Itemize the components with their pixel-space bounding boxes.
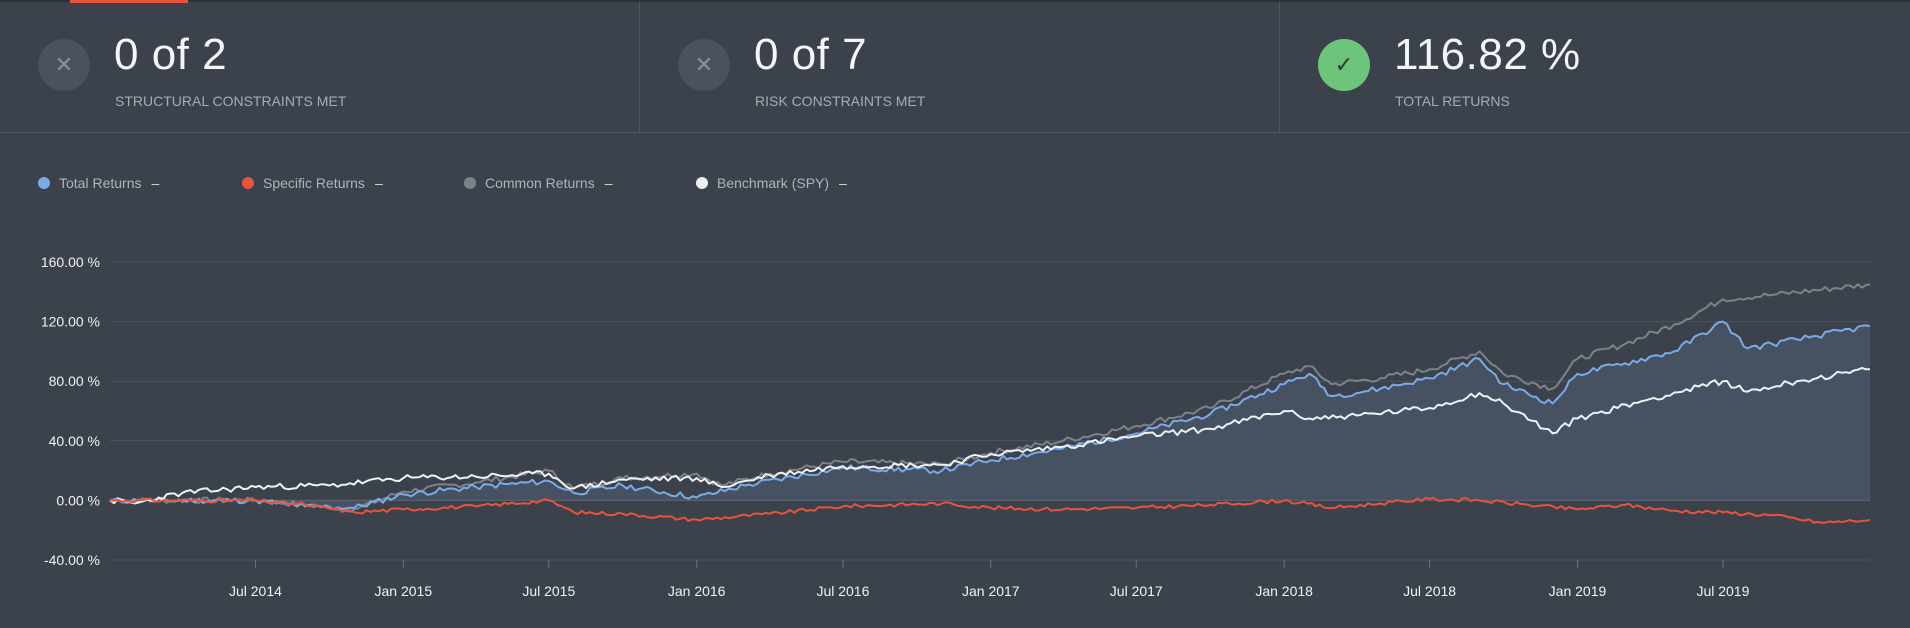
risk-constraints-label: RISK CONSTRAINTS MET xyxy=(755,93,926,109)
legend-value: – xyxy=(839,175,847,191)
legend-item-common-returns[interactable]: Common Returns – xyxy=(464,175,696,191)
y-tick-label: 40.00 % xyxy=(49,433,100,449)
y-tick-label: 120.00 % xyxy=(41,314,100,330)
total-returns-label: TOTAL RETURNS xyxy=(1395,93,1510,109)
y-tick-label: -40.00 % xyxy=(44,552,100,568)
legend-label: Common Returns xyxy=(485,175,595,191)
series-line-common-returns xyxy=(109,283,1871,513)
legend-value: – xyxy=(151,175,160,191)
legend-item-benchmark[interactable]: Benchmark (SPY) – xyxy=(696,175,847,191)
x-icon: ✕ xyxy=(38,39,90,91)
legend-label: Benchmark (SPY) xyxy=(717,175,830,191)
structural-constraints-value: 0 of 2 xyxy=(114,30,228,79)
x-tick-label: Jan 2015 xyxy=(375,583,433,599)
legend-item-specific-returns[interactable]: Specific Returns – xyxy=(242,175,464,191)
x-icon: ✕ xyxy=(678,39,730,91)
legend-value: – xyxy=(604,175,613,191)
structural-constraints-label: STRUCTURAL CONSTRAINTS MET xyxy=(115,93,347,109)
x-tick-label: Jul 2017 xyxy=(1110,583,1163,599)
y-tick-label: 160.00 % xyxy=(41,254,100,270)
legend-dot-icon xyxy=(696,177,708,189)
legend-value: – xyxy=(374,175,383,191)
x-tick-label: Jul 2014 xyxy=(229,583,282,599)
series-line-total-returns xyxy=(109,320,1871,511)
active-tab-indicator xyxy=(70,0,188,3)
legend-dot-icon xyxy=(242,177,254,189)
x-tick-label: Jan 2016 xyxy=(668,583,726,599)
legend-dot-icon xyxy=(38,177,50,189)
legend-label: Specific Returns xyxy=(263,175,365,191)
constraint-summary: ✕ 0 of 2 STRUCTURAL CONSTRAINTS MET ✕ 0 … xyxy=(0,2,1910,133)
x-tick-label: Jan 2017 xyxy=(962,583,1020,599)
total-returns-card: ✓ 116.82 % TOTAL RETURNS xyxy=(1280,2,1910,132)
chart-legend: Total Returns – Specific Returns – Commo… xyxy=(38,173,847,193)
x-tick-label: Jul 2019 xyxy=(1696,583,1749,599)
x-tick-label: Jan 2019 xyxy=(1549,583,1607,599)
top-border xyxy=(0,0,1910,2)
risk-constraints-card: ✕ 0 of 7 RISK CONSTRAINTS MET xyxy=(640,2,1280,132)
x-tick-label: Jul 2015 xyxy=(522,583,575,599)
legend-dot-icon xyxy=(464,177,476,189)
structural-constraints-card: ✕ 0 of 2 STRUCTURAL CONSTRAINTS MET xyxy=(0,2,640,132)
legend-label: Total Returns xyxy=(59,175,142,191)
x-tick-label: Jul 2018 xyxy=(1403,583,1456,599)
check-icon: ✓ xyxy=(1318,39,1370,91)
y-tick-label: 0.00 % xyxy=(56,492,100,508)
total-returns-area xyxy=(110,321,1870,510)
series-line-benchmark-spy xyxy=(109,366,1870,505)
x-tick-label: Jan 2018 xyxy=(1255,583,1313,599)
x-tick-label: Jul 2016 xyxy=(816,583,869,599)
y-tick-label: 80.00 % xyxy=(49,373,100,389)
series-line-specific-returns xyxy=(109,496,1871,524)
risk-constraints-value: 0 of 7 xyxy=(754,30,868,79)
total-returns-value: 116.82 % xyxy=(1394,30,1581,79)
legend-item-total-returns[interactable]: Total Returns – xyxy=(38,175,242,191)
